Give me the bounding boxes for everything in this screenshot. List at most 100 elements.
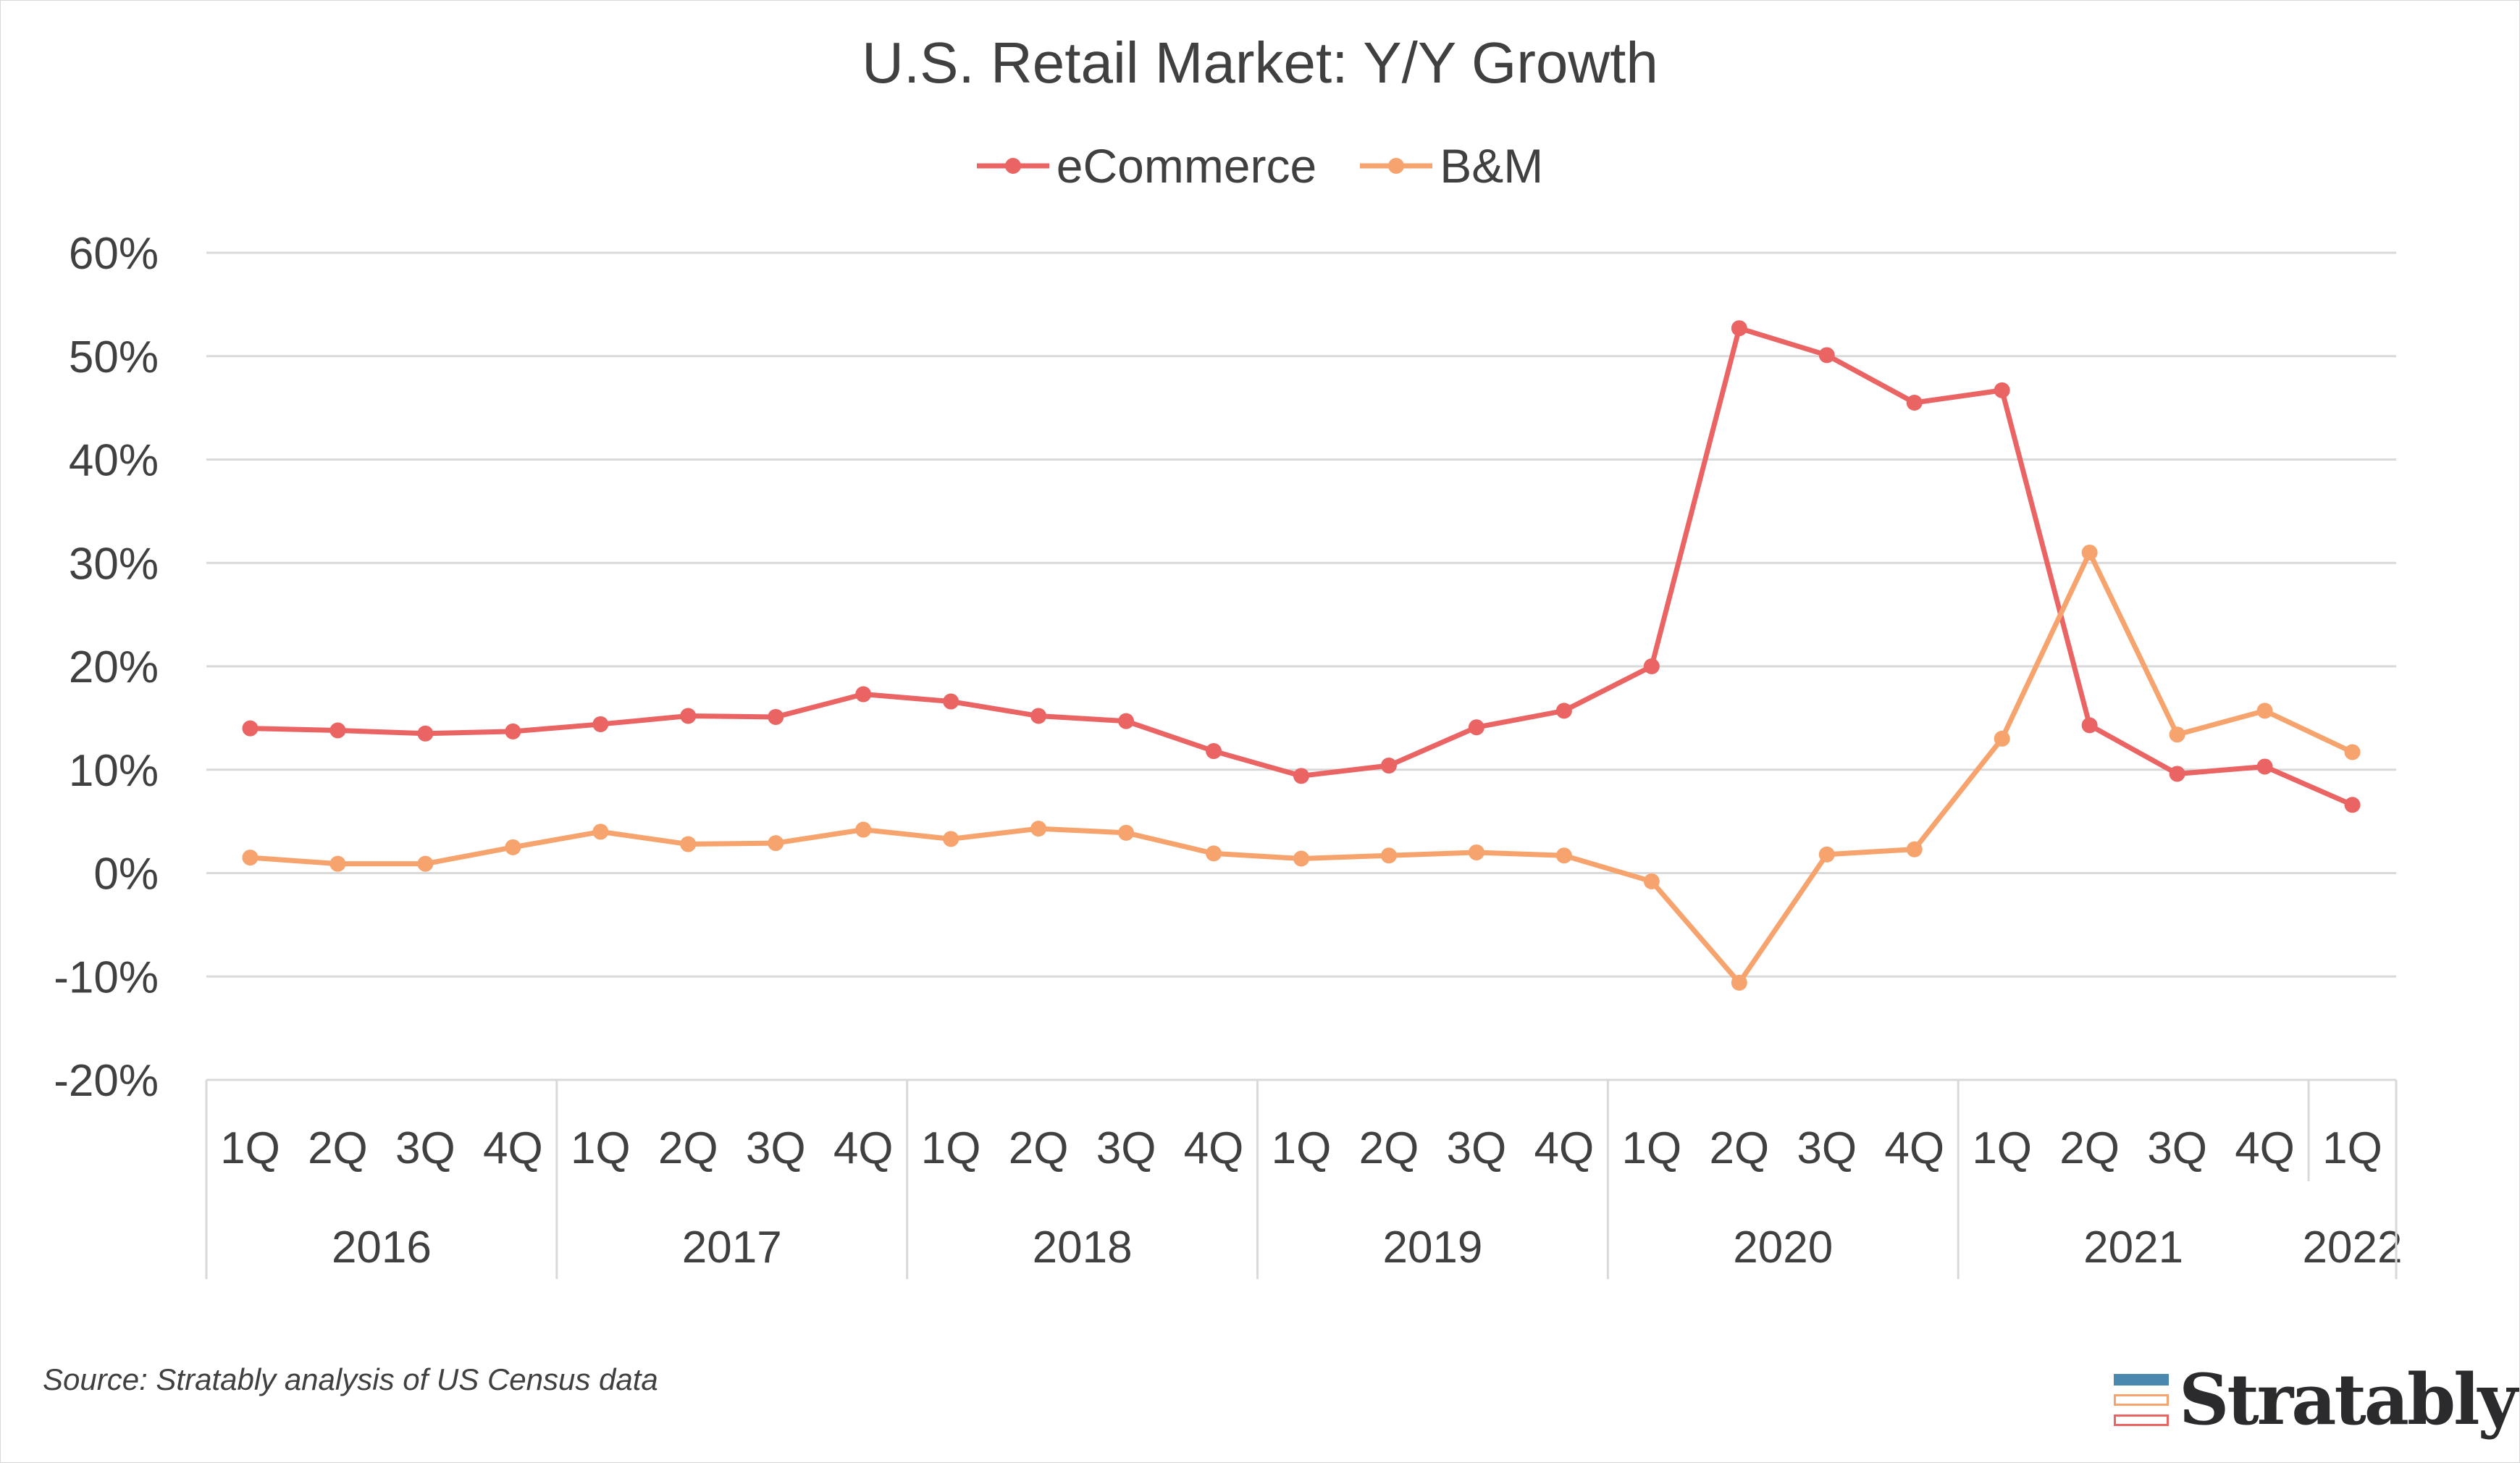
x-tick-label: 4Q	[483, 1123, 543, 1173]
data-point-ecommerce	[1293, 768, 1309, 784]
data-point-ecommerce	[1994, 382, 2010, 398]
data-point-ecommerce	[1555, 703, 1572, 719]
data-point-bm	[2081, 544, 2098, 561]
legend-item-bm: B&M	[1360, 138, 1543, 193]
x-tick-label: 4Q	[2235, 1123, 2295, 1173]
data-point-bm	[242, 850, 259, 866]
data-point-bm	[505, 839, 521, 855]
data-point-bm	[1818, 846, 1835, 863]
source-note: Source: Stratably analysis of US Census …	[43, 1362, 658, 1396]
year-label: 2019	[1382, 1223, 1482, 1273]
data-point-ecommerce	[1643, 658, 1660, 674]
x-tick-label: 4Q	[833, 1123, 894, 1173]
data-point-bm	[855, 821, 872, 838]
series-line-ecommerce	[250, 325, 2353, 808]
x-tick-label: 1Q	[2322, 1123, 2382, 1173]
data-point-bm	[2256, 703, 2273, 719]
data-point-ecommerce	[2344, 797, 2361, 813]
x-tick-label: 4Q	[1534, 1123, 1595, 1173]
data-point-bm	[2344, 744, 2361, 760]
legend-label-bm: B&M	[1440, 139, 1544, 193]
x-tick-label: 1Q	[220, 1123, 280, 1173]
x-tick-label: 3Q	[2147, 1123, 2207, 1173]
x-tick-label: 3Q	[1447, 1123, 1507, 1173]
data-point-bm	[1118, 824, 1135, 841]
data-point-ecommerce	[2169, 766, 2185, 782]
x-tick-label: 4Q	[1884, 1123, 1944, 1173]
y-tick-label: -20%	[54, 1056, 159, 1106]
y-tick-label: 60%	[69, 229, 159, 279]
data-point-ecommerce	[2256, 758, 2273, 775]
data-point-bm	[1555, 847, 1572, 864]
year-label: 2016	[332, 1223, 432, 1273]
data-point-ecommerce	[855, 686, 872, 703]
series-line-bm	[250, 550, 2354, 986]
data-point-bm	[1030, 821, 1047, 837]
y-tick-label: 50%	[69, 332, 159, 382]
legend-marker-bm	[1360, 158, 1433, 174]
data-point-bm	[1906, 841, 1923, 858]
data-point-bm	[1293, 850, 1309, 867]
x-tick-label: 1Q	[1972, 1123, 2032, 1173]
data-point-ecommerce	[1731, 320, 1747, 337]
x-tick-label: 1Q	[1272, 1123, 1332, 1173]
year-label: 2022	[2303, 1223, 2403, 1273]
logo-icon	[2114, 1373, 2169, 1426]
data-point-ecommerce	[1380, 758, 1397, 774]
data-point-ecommerce	[1118, 713, 1135, 729]
data-point-ecommerce	[505, 723, 521, 739]
y-tick-label: 10%	[69, 746, 159, 796]
data-point-bm	[1731, 974, 1747, 991]
x-tick-label: 3Q	[746, 1123, 806, 1173]
x-tick-label: 2Q	[1709, 1123, 1769, 1173]
data-point-bm	[943, 831, 959, 847]
year-label: 2017	[682, 1223, 782, 1273]
x-tick-label: 2Q	[658, 1123, 718, 1173]
chart-title: U.S. Retail Market: Y/Y Growth	[862, 30, 1658, 95]
data-point-bm	[1468, 844, 1484, 860]
data-point-ecommerce	[417, 725, 434, 742]
data-point-bm	[1994, 730, 2010, 747]
data-point-ecommerce	[592, 716, 609, 732]
logo-text: Stratably	[2179, 1359, 2518, 1441]
data-point-bm	[680, 836, 697, 852]
x-tick-label: 2Q	[308, 1123, 368, 1173]
year-label: 2020	[1733, 1223, 1833, 1273]
data-point-bm	[768, 835, 784, 852]
data-point-ecommerce	[329, 722, 346, 739]
x-tick-label: 2Q	[1359, 1123, 1419, 1173]
data-point-ecommerce	[2081, 717, 2098, 734]
data-point-bm	[417, 855, 434, 872]
legend: eCommerce B&M	[1, 138, 2519, 193]
data-point-bm	[1380, 847, 1397, 864]
data-point-ecommerce	[768, 708, 784, 725]
data-point-bm	[1643, 873, 1660, 889]
data-point-bm	[1206, 845, 1222, 862]
x-tick-label: 4Q	[1184, 1123, 1244, 1173]
year-label: 2021	[2083, 1223, 2183, 1273]
y-tick-label: 20%	[69, 642, 159, 692]
data-point-ecommerce	[1030, 708, 1047, 724]
x-tick-label: 2Q	[2059, 1123, 2120, 1173]
x-tick-label: 3Q	[395, 1123, 455, 1173]
x-tick-label: 1Q	[1621, 1123, 1681, 1173]
data-point-ecommerce	[242, 720, 259, 737]
data-point-ecommerce	[1906, 394, 1923, 411]
y-tick-label: 0%	[93, 850, 159, 900]
data-point-ecommerce	[1206, 743, 1222, 760]
data-point-ecommerce	[1818, 347, 1835, 364]
y-tick-label: 30%	[69, 539, 159, 589]
data-point-ecommerce	[1468, 719, 1484, 736]
x-tick-label: 1Q	[921, 1123, 981, 1173]
data-point-bm	[329, 855, 346, 872]
data-point-bm	[592, 823, 609, 840]
legend-item-ecommerce: eCommerce	[976, 138, 1316, 193]
legend-marker-ecommerce	[976, 158, 1049, 174]
y-tick-label: 40%	[69, 436, 159, 486]
x-tick-label: 3Q	[1096, 1123, 1156, 1173]
year-label: 2018	[1033, 1223, 1133, 1273]
stratably-logo: Stratably	[2114, 1359, 2518, 1441]
x-tick-label: 2Q	[1009, 1123, 1069, 1173]
